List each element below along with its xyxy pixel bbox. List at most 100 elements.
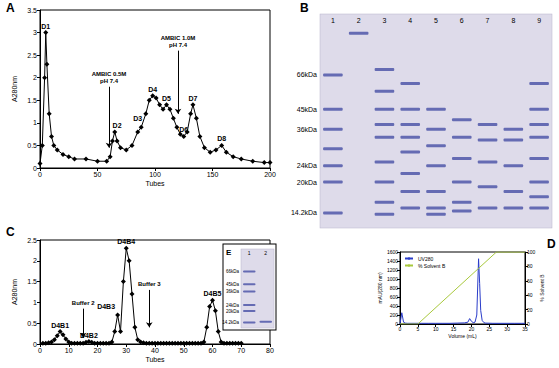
- svg-text:0: 0: [33, 341, 37, 348]
- svg-text:1000: 1000: [387, 276, 398, 282]
- svg-text:200: 200: [390, 312, 399, 318]
- svg-text:E: E: [226, 248, 232, 257]
- svg-text:D4B3: D4B3: [97, 303, 115, 310]
- svg-text:10: 10: [65, 347, 73, 354]
- svg-text:A: A: [6, 1, 15, 15]
- svg-text:UV280: UV280: [418, 256, 434, 262]
- svg-text:D1: D1: [41, 23, 50, 30]
- svg-text:150: 150: [207, 171, 219, 178]
- svg-text:100: 100: [527, 249, 536, 255]
- svg-text:600: 600: [390, 294, 399, 300]
- svg-text:1: 1: [248, 250, 251, 256]
- svg-text:50: 50: [180, 347, 188, 354]
- svg-text:66kDa: 66kDa: [226, 269, 240, 274]
- svg-text:45kDa: 45kDa: [297, 106, 317, 113]
- svg-text:2.5: 2.5: [27, 237, 37, 244]
- svg-text:mAU(280 nm): mAU(280 nm): [377, 272, 383, 303]
- svg-text:1.5: 1.5: [27, 97, 37, 104]
- svg-text:D8: D8: [217, 135, 226, 142]
- svg-text:15: 15: [451, 326, 457, 332]
- svg-text:25: 25: [487, 326, 493, 332]
- svg-text:D4B2: D4B2: [80, 332, 98, 339]
- svg-text:Buffer 2: Buffer 2: [72, 300, 95, 306]
- svg-text:2.5: 2.5: [27, 52, 37, 59]
- svg-text:60: 60: [209, 347, 217, 354]
- svg-text:D2: D2: [113, 122, 122, 129]
- svg-text:D4: D4: [148, 86, 157, 93]
- svg-text:8: 8: [511, 17, 515, 24]
- svg-text:60: 60: [527, 278, 533, 284]
- svg-text:% Solvent B: % Solvent B: [418, 263, 446, 269]
- svg-text:40: 40: [527, 292, 533, 298]
- svg-text:24kDa: 24kDa: [297, 162, 317, 169]
- svg-text:20: 20: [94, 347, 102, 354]
- svg-text:800: 800: [390, 285, 399, 291]
- svg-text:40: 40: [151, 347, 159, 354]
- svg-text:14.2kDa: 14.2kDa: [291, 209, 317, 216]
- svg-text:3: 3: [33, 29, 37, 36]
- svg-text:Tubes: Tubes: [145, 180, 165, 187]
- svg-text:0: 0: [33, 165, 37, 172]
- svg-text:AMBIC 0.5M: AMBIC 0.5M: [92, 71, 127, 77]
- svg-text:1400: 1400: [387, 258, 398, 264]
- svg-text:0.5: 0.5: [27, 320, 37, 327]
- svg-text:70: 70: [237, 347, 245, 354]
- svg-text:D3: D3: [133, 115, 142, 122]
- svg-text:D4B1: D4B1: [51, 322, 69, 329]
- svg-text:Volume (mL): Volume (mL): [448, 333, 477, 339]
- svg-text:pH 7.4: pH 7.4: [169, 42, 188, 48]
- svg-text:6: 6: [460, 17, 464, 24]
- svg-text:2: 2: [264, 250, 267, 256]
- svg-text:66kDa: 66kDa: [297, 71, 317, 78]
- svg-text:1: 1: [33, 299, 37, 306]
- svg-text:0: 0: [38, 347, 42, 354]
- svg-text:2: 2: [33, 257, 37, 264]
- svg-text:1.5: 1.5: [27, 278, 37, 285]
- svg-text:9: 9: [537, 17, 541, 24]
- svg-text:3: 3: [382, 17, 386, 24]
- svg-text:% Solvent B: % Solvent B: [539, 274, 545, 302]
- svg-text:Tubes: Tubes: [145, 356, 165, 363]
- svg-text:10: 10: [433, 326, 439, 332]
- svg-text:36kDa: 36kDa: [297, 126, 317, 133]
- svg-text:36kDa: 36kDa: [226, 289, 240, 294]
- svg-text:A280nm: A280nm: [11, 76, 18, 102]
- svg-text:0: 0: [38, 171, 42, 178]
- svg-text:35: 35: [522, 326, 528, 332]
- svg-text:400: 400: [390, 303, 399, 309]
- svg-text:100: 100: [149, 171, 161, 178]
- svg-text:2: 2: [357, 17, 361, 24]
- svg-text:20kDa: 20kDa: [226, 309, 240, 314]
- svg-text:0.5: 0.5: [27, 142, 37, 149]
- svg-text:1200: 1200: [387, 267, 398, 273]
- svg-text:D6: D6: [179, 126, 188, 133]
- svg-text:1600: 1600: [387, 249, 398, 255]
- svg-text:1: 1: [33, 119, 37, 126]
- svg-text:20: 20: [469, 326, 475, 332]
- svg-text:pH 7.4: pH 7.4: [100, 78, 119, 84]
- svg-text:2: 2: [33, 74, 37, 81]
- svg-text:20: 20: [527, 307, 533, 313]
- svg-text:24kDa: 24kDa: [226, 303, 240, 308]
- svg-text:30: 30: [504, 326, 510, 332]
- svg-text:4: 4: [408, 17, 412, 24]
- svg-text:D4B5: D4B5: [204, 290, 222, 297]
- svg-text:0: 0: [399, 326, 402, 332]
- svg-text:AMBIC 1.0M: AMBIC 1.0M: [161, 35, 196, 41]
- svg-text:Buffer 3: Buffer 3: [138, 281, 161, 287]
- svg-text:5: 5: [416, 326, 419, 332]
- svg-text:5: 5: [434, 17, 438, 24]
- svg-text:C: C: [6, 225, 15, 239]
- svg-text:30: 30: [122, 347, 130, 354]
- svg-text:200: 200: [264, 171, 276, 178]
- svg-text:80: 80: [266, 347, 274, 354]
- svg-text:14.2kDa: 14.2kDa: [222, 320, 239, 325]
- svg-text:80: 80: [527, 263, 533, 269]
- svg-text:D5: D5: [162, 95, 171, 102]
- svg-text:50: 50: [94, 171, 102, 178]
- svg-text:D4B4: D4B4: [117, 238, 135, 245]
- svg-text:1: 1: [331, 17, 335, 24]
- svg-text:20kDa: 20kDa: [297, 179, 317, 186]
- svg-text:B: B: [300, 1, 309, 15]
- svg-text:A280nm: A280nm: [11, 279, 18, 305]
